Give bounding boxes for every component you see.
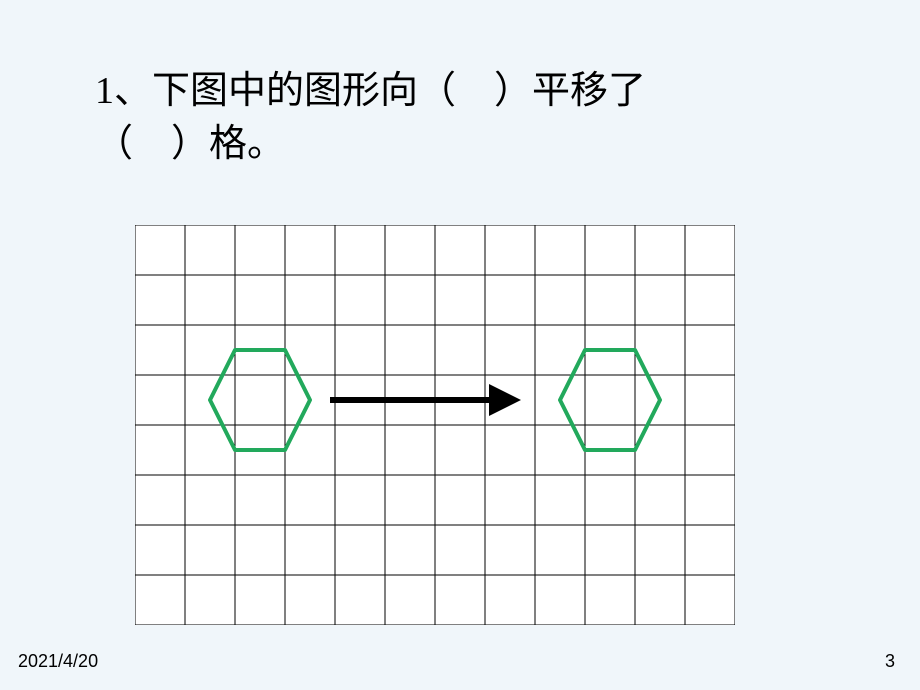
diagram-grid	[135, 225, 735, 625]
question-number: 1	[95, 70, 114, 112]
footer-date: 2021/4/20	[18, 651, 98, 672]
question-line1: 、下图中的图形向（ ）平移了	[114, 70, 646, 112]
grid-svg	[135, 225, 735, 625]
question-line2: （ ）格。	[95, 123, 285, 165]
footer-page: 3	[885, 651, 895, 672]
question-text: 1、下图中的图形向（ ）平移了 （ ）格。	[95, 65, 855, 171]
